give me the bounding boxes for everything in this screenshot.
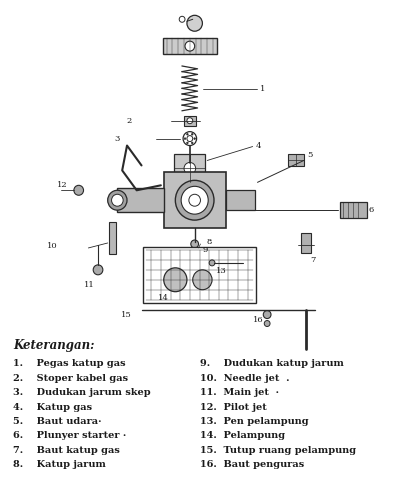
Bar — [174, 155, 205, 182]
Circle shape — [74, 185, 84, 195]
Text: 14.  Pelampung: 14. Pelampung — [200, 432, 285, 440]
Circle shape — [184, 138, 186, 139]
Circle shape — [93, 265, 103, 275]
Circle shape — [187, 136, 193, 142]
Text: 4.    Katup gas: 4. Katup gas — [13, 403, 92, 411]
Circle shape — [164, 268, 187, 292]
Text: 15: 15 — [121, 311, 132, 319]
Bar — [340, 202, 367, 218]
Text: 10.  Needle jet  .: 10. Needle jet . — [200, 374, 289, 383]
Bar — [288, 155, 304, 167]
Text: Keterangan:: Keterangan: — [13, 339, 94, 352]
Text: 6.    Plunyer starter ·: 6. Plunyer starter · — [13, 432, 126, 440]
Text: 3: 3 — [114, 134, 120, 143]
Text: 16: 16 — [253, 315, 263, 324]
Circle shape — [108, 190, 127, 210]
Circle shape — [112, 194, 123, 206]
Text: 12: 12 — [57, 181, 68, 189]
Circle shape — [209, 260, 215, 266]
Circle shape — [194, 138, 195, 139]
Text: 2.    Stoper kabel gas: 2. Stoper kabel gas — [13, 374, 128, 383]
Text: 11: 11 — [84, 281, 94, 289]
Bar — [184, 116, 196, 126]
Text: 3.    Dudukan jarum skep: 3. Dudukan jarum skep — [13, 388, 151, 397]
Text: 9.    Dudukan katup jarum: 9. Dudukan katup jarum — [200, 360, 343, 368]
Text: 8.    Katup jarum: 8. Katup jarum — [13, 460, 106, 469]
Text: 13: 13 — [216, 267, 227, 275]
Text: 4: 4 — [255, 142, 261, 150]
Text: 7: 7 — [310, 256, 316, 264]
Text: 6: 6 — [369, 206, 374, 214]
Text: 2: 2 — [127, 117, 132, 125]
Bar — [163, 38, 217, 54]
Text: 1.    Pegas katup gas: 1. Pegas katup gas — [13, 360, 126, 368]
Circle shape — [187, 118, 193, 124]
Text: 15.  Tutup ruang pelampung: 15. Tutup ruang pelampung — [200, 446, 356, 455]
Circle shape — [191, 240, 198, 248]
Bar — [118, 188, 164, 212]
Circle shape — [187, 142, 188, 144]
Text: 13.  Pen pelampung: 13. Pen pelampung — [200, 417, 308, 426]
Bar — [143, 247, 255, 302]
Bar — [164, 172, 226, 228]
Text: 12.  Pilot jet: 12. Pilot jet — [200, 403, 266, 411]
Circle shape — [175, 180, 214, 220]
Circle shape — [193, 270, 212, 290]
Circle shape — [187, 15, 202, 31]
Circle shape — [181, 186, 208, 214]
Text: 11.  Main jet  ·: 11. Main jet · — [200, 388, 279, 397]
Text: 8: 8 — [206, 238, 212, 246]
Circle shape — [183, 132, 196, 145]
Circle shape — [263, 311, 271, 319]
Text: 14: 14 — [158, 294, 169, 301]
Text: 7.    Baut katup gas: 7. Baut katup gas — [13, 446, 120, 455]
Circle shape — [187, 133, 188, 135]
Bar — [146, 250, 253, 300]
Circle shape — [184, 162, 196, 174]
Text: 16.  Baut penguras: 16. Baut penguras — [200, 460, 304, 469]
Circle shape — [191, 133, 193, 135]
Circle shape — [191, 142, 193, 144]
Text: 10: 10 — [47, 242, 57, 250]
Bar — [226, 190, 255, 210]
Text: 9: 9 — [202, 246, 208, 254]
Circle shape — [185, 41, 195, 51]
Bar — [108, 222, 116, 254]
Text: 5: 5 — [308, 152, 313, 159]
Circle shape — [179, 16, 185, 22]
Text: 1: 1 — [261, 85, 266, 93]
Bar — [301, 233, 310, 253]
Circle shape — [264, 321, 270, 326]
Circle shape — [189, 194, 200, 206]
Text: 5.    Baut udara·: 5. Baut udara· — [13, 417, 101, 426]
